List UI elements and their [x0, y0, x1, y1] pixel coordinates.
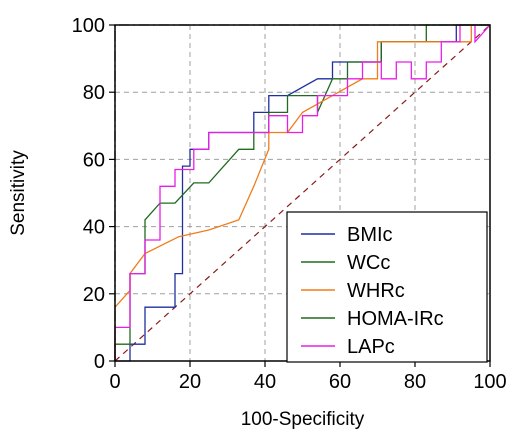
legend-entry-label: WCc — [347, 252, 390, 274]
x-axis-ticks: 0 20 40 60 80 100 — [109, 361, 507, 393]
reference-diagonal — [114, 24, 491, 362]
x-tick-label: 20 — [179, 371, 201, 393]
series-line-lapc — [114, 24, 491, 361]
legend-entry-label: HOMA-IRc — [347, 308, 444, 330]
y-tick-label: 60 — [83, 149, 105, 171]
legend-entry-label: LAPc — [347, 336, 395, 358]
x-tick-label: 80 — [404, 371, 426, 393]
x-axis-label: 100-Specificity — [241, 409, 365, 430]
y-tick-label: 100 — [72, 15, 105, 37]
x-tick-label: 100 — [473, 371, 506, 393]
y-axis-label: Sensitivity — [8, 150, 29, 236]
legend: BMIc WCc WHRc HOMA-IRc LAPc — [286, 211, 488, 363]
legend-entry-label: BMIc — [347, 224, 393, 246]
y-tick-label: 20 — [83, 284, 105, 306]
x-tick-label: 40 — [254, 371, 276, 393]
diagonal-reference-line — [114, 24, 491, 362]
y-tick-label: 0 — [94, 351, 105, 373]
legend-entry-label: WHRc — [347, 280, 405, 302]
y-tick-label: 40 — [83, 217, 105, 239]
y-axis-ticks: 0 20 40 60 80 100 — [72, 15, 115, 373]
series-line-whrc — [114, 24, 490, 361]
x-tick-label: 0 — [109, 371, 120, 393]
legend-box — [286, 211, 488, 363]
x-tick-label: 60 — [329, 371, 351, 393]
y-tick-label: 80 — [83, 82, 105, 104]
